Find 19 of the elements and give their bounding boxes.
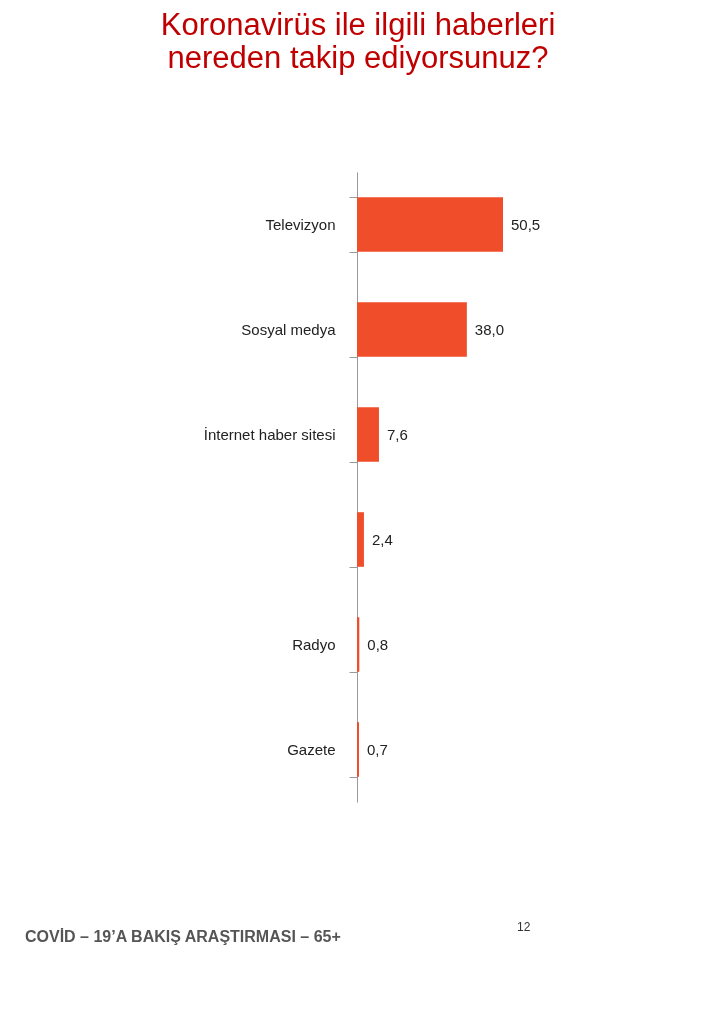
bar [357,197,503,252]
bar [357,512,364,567]
text: COVİD – 19’A BAKIŞ ARAŞTIRMASI – 65+ [25,928,341,945]
bar [357,407,379,462]
data-label: 38,0 [474,320,505,338]
data-label: 0,8 [367,635,389,653]
y-tick-label: Radyo [292,636,336,653]
chart-title: Koronavirüs ile ilgili haberleri nereden takip ediyorsunuz? [160,7,556,75]
data-label: 0,7 [367,740,388,758]
y-tick-label: Gazete [287,741,336,758]
bar [357,722,360,777]
y-tick-label: Sosyal medya [241,321,337,338]
data-label: 2,4 [371,530,393,548]
data-label: 7,6 [386,425,408,443]
y-tick-label: İnternet haber sitesi [203,426,336,443]
y-tick-label: Televizyon [265,216,336,233]
text: 12 [517,920,531,934]
data-label: 50,5 [511,215,541,233]
bar [357,302,467,357]
